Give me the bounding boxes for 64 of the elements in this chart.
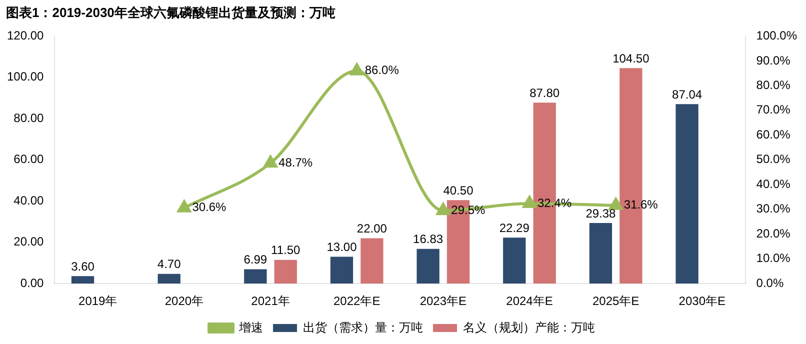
- legend-label: 名义（规划）产能：万吨: [463, 320, 595, 334]
- y-tick-label: 80.00: [14, 110, 44, 125]
- point: [522, 196, 536, 208]
- data-label: 13.00: [326, 240, 358, 254]
- y2-tick-label: 60.0%: [756, 127, 791, 142]
- bar: [503, 238, 526, 284]
- x-tick-label: 2023年E: [420, 294, 467, 308]
- y2-tick-label: 80.0%: [756, 78, 791, 92]
- x-tick-label: 2021年: [251, 294, 290, 308]
- point: [264, 156, 278, 168]
- data-label: 4.70: [157, 257, 182, 272]
- chart-title: 图表1：2019-2030年全球六氟磷酸锂出货量及预测：万吨: [5, 4, 336, 22]
- data-label: 30.6%: [192, 200, 227, 214]
- y-tick-label: 20.00: [14, 234, 44, 249]
- data-label: 29.38: [586, 206, 616, 220]
- data-label: 87.04: [672, 87, 702, 102]
- y2-tick-label: 70.0%: [756, 102, 791, 117]
- point: [350, 63, 364, 76]
- data-label: 40.50: [443, 183, 474, 198]
- point: [609, 198, 623, 210]
- y-tick-label: 120.00: [7, 28, 44, 43]
- data-label: 87.80: [530, 86, 560, 100]
- data-label: 6.99: [244, 252, 268, 266]
- y2-tick-label: 100.0%: [756, 28, 798, 43]
- bar: [589, 223, 612, 284]
- bar: [360, 238, 384, 284]
- x-tick-label: 2024年E: [506, 294, 553, 308]
- bar: [676, 104, 698, 284]
- data-label: 104.50: [612, 51, 650, 66]
- data-label: 32.4%: [537, 196, 572, 210]
- data-label: 22.29: [499, 220, 530, 235]
- y2-tick-label: 90.0%: [756, 53, 791, 68]
- y2-tick-label: 30.0%: [756, 202, 791, 216]
- point: [177, 200, 191, 212]
- data-label: 22.00: [356, 222, 388, 236]
- y-tick-label: 60.00: [14, 152, 44, 166]
- point: [436, 203, 450, 216]
- x-tick-label: 2019年: [78, 294, 118, 308]
- bar: [416, 248, 440, 284]
- legend-label: 出货（需求）量：万吨: [303, 320, 423, 334]
- y-tick-label: 40.00: [14, 193, 44, 208]
- bar: [244, 269, 267, 284]
- x-tick-label: 2020年: [164, 294, 204, 308]
- data-label: 16.83: [413, 232, 444, 246]
- y-tick-label: 0.00: [20, 276, 44, 290]
- bar: [330, 256, 354, 284]
- y2-tick-label: 0.0%: [756, 276, 784, 290]
- data-label: 86.0%: [364, 63, 400, 78]
- bar: [158, 274, 180, 284]
- y2-tick-label: 40.0%: [756, 176, 791, 191]
- data-label: 29.5%: [451, 202, 486, 217]
- bar: [274, 260, 297, 284]
- data-label: 48.7%: [278, 155, 313, 170]
- legend-label: 增速: [238, 320, 263, 334]
- x-tick-label: 2022年E: [333, 294, 380, 308]
- y2-tick-label: 10.0%: [756, 251, 791, 266]
- data-label: 3.60: [71, 259, 95, 274]
- y-tick-label: 100.00: [7, 70, 44, 84]
- y2-tick-label: 50.0%: [756, 152, 791, 166]
- bar: [71, 276, 94, 284]
- y2-tick-label: 20.0%: [756, 226, 791, 240]
- x-tick-label: 2030年E: [678, 294, 726, 308]
- data-label: 11.50: [271, 243, 301, 258]
- x-tick-label: 2025年E: [592, 294, 640, 308]
